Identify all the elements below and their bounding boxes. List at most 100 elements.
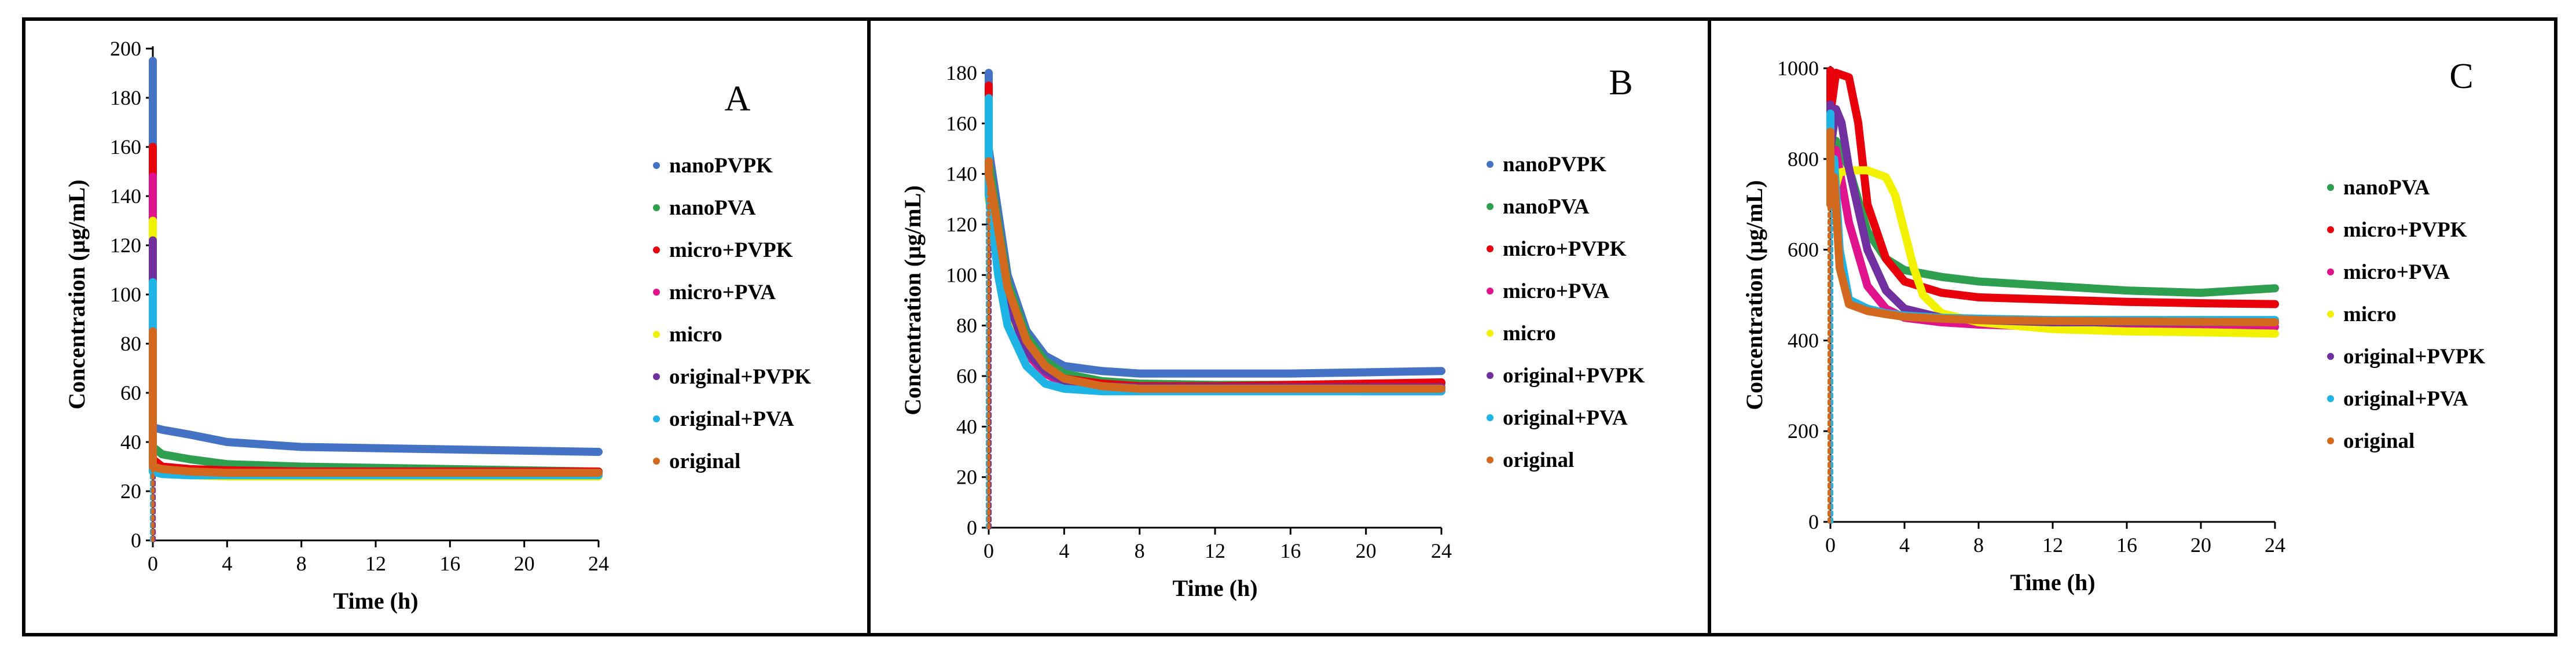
x-tick-label: 12 (365, 552, 386, 575)
data-point (372, 444, 379, 452)
y-tick-label: 0 (967, 516, 977, 539)
y-tick-label: 40 (956, 415, 977, 438)
data-curve (985, 145, 1445, 393)
y-tick-label: 200 (110, 37, 141, 60)
data-curve (985, 69, 1445, 378)
y-tick-label: 0 (1808, 510, 1819, 533)
y-tick-label: 180 (946, 61, 977, 84)
series-nanopvpk (985, 69, 1445, 529)
data-point (1041, 362, 1049, 370)
data-point (1838, 119, 1845, 127)
data-point (2272, 285, 2278, 292)
x-tick-label: 4 (1059, 539, 1069, 562)
y-tick-label: 600 (1788, 238, 1819, 262)
series-original (149, 327, 603, 542)
legend-label: micro+PVA (1503, 279, 1609, 303)
data-point (995, 271, 1002, 279)
panel-divider-1 (867, 17, 871, 636)
legend-marker (2327, 311, 2334, 318)
y-tick-label: 140 (110, 185, 141, 208)
data-point (223, 439, 231, 446)
y-axis-title: Concentration (µg/mL) (1741, 180, 1767, 410)
legend-marker (2327, 395, 2334, 402)
data-point (595, 469, 602, 477)
legend-label: micro (669, 323, 722, 347)
data-point (520, 469, 528, 477)
x-tick-label: 12 (2042, 533, 2063, 557)
data-point (1098, 382, 1106, 390)
x-tick-label: 0 (148, 552, 158, 575)
legend-label: nanoPVPK (669, 154, 773, 178)
data-point (1892, 192, 1899, 199)
x-axis-title: Time (h) (1172, 575, 1257, 601)
legend-label: original (2343, 429, 2414, 453)
legend-label: micro (1503, 322, 1556, 345)
data-point (2049, 282, 2056, 290)
data-point (1023, 362, 1030, 370)
legend-marker (2327, 437, 2334, 444)
legend-marker (653, 204, 660, 211)
panel-label: A (725, 79, 751, 119)
data-point (1136, 385, 1143, 392)
data-point (1883, 310, 1889, 318)
data-point (159, 426, 166, 433)
data-point (1883, 255, 1889, 263)
y-axis-title: Concentration (µg/mL) (64, 179, 90, 409)
data-point (2272, 300, 2278, 308)
data-point (1920, 292, 1927, 299)
data-point (1901, 228, 1908, 235)
data-point (1938, 315, 1945, 322)
x-tick-label: 4 (222, 552, 232, 575)
series-original-pva (149, 278, 603, 542)
data-point (2197, 318, 2204, 326)
data-point (1975, 278, 1982, 285)
legend-marker (1487, 245, 1494, 252)
legend-marker (653, 458, 660, 465)
data-point (1287, 385, 1294, 392)
legend-label: nanoPVA (2343, 176, 2430, 200)
series-micro (985, 145, 1445, 529)
data-point (223, 469, 231, 477)
data-point (1845, 164, 1852, 172)
legend-marker (1487, 414, 1494, 421)
data-point (1362, 385, 1370, 392)
data-curve (149, 155, 603, 476)
legend-marker (653, 373, 660, 380)
x-tick-label: 16 (2116, 533, 2137, 557)
data-point (1212, 385, 1219, 392)
legend-label: original (1503, 448, 1574, 472)
y-tick-label: 80 (956, 314, 977, 337)
data-point (1901, 266, 1908, 274)
data-point (1975, 316, 1982, 324)
data-point (1098, 367, 1106, 375)
data-point (2197, 329, 2204, 336)
series-micro-pva (985, 106, 1445, 529)
data-point (2123, 298, 2130, 305)
x-tick-label: 16 (439, 552, 460, 575)
series-micro (1826, 164, 2279, 524)
data-curve (149, 143, 603, 476)
legend-label: micro+PVA (669, 281, 776, 304)
data-point (2049, 317, 2056, 325)
series-nanopva (985, 132, 1445, 529)
data-point (186, 468, 194, 475)
data-point (1832, 105, 1840, 113)
chart-panel-b: 0 20 40 60 80 100 120 140 160 180 0 4 8 12 16 20 24 Time … (900, 61, 1645, 601)
data-point (186, 455, 194, 463)
legend-label: micro+PVA (2343, 260, 2450, 284)
y-axis-title: Concentration (µg/mL) (900, 185, 926, 415)
data-point (1855, 119, 1862, 127)
data-point (1212, 370, 1219, 377)
data-point (2123, 287, 2130, 294)
data-curve (985, 132, 1445, 389)
x-tick-label: 8 (1135, 539, 1145, 562)
series-micro (149, 216, 603, 542)
data-point (1901, 313, 1908, 321)
series-nanopva (149, 155, 603, 542)
data-point (595, 448, 602, 455)
legend-label: nanoPVA (669, 196, 756, 220)
y-tick-label: 100 (946, 263, 977, 286)
data-point (1362, 369, 1370, 376)
data-point (1864, 307, 1871, 315)
data-point (1832, 69, 1840, 76)
